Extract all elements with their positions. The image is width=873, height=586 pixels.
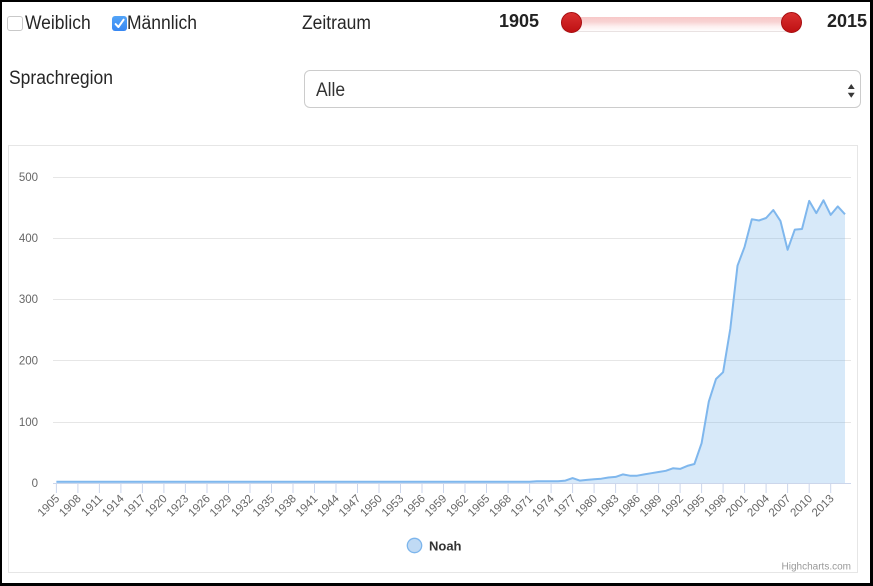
svg-text:1905: 1905 bbox=[36, 493, 63, 520]
svg-text:1971: 1971 bbox=[509, 493, 536, 520]
svg-text:1989: 1989 bbox=[638, 493, 665, 520]
svg-text:200: 200 bbox=[19, 356, 38, 368]
svg-text:1911: 1911 bbox=[79, 493, 105, 519]
svg-text:2010: 2010 bbox=[789, 493, 816, 520]
svg-text:0: 0 bbox=[32, 478, 38, 490]
svg-text:2013: 2013 bbox=[810, 493, 837, 520]
svg-text:1965: 1965 bbox=[466, 493, 493, 520]
svg-text:1926: 1926 bbox=[186, 493, 213, 520]
svg-text:1938: 1938 bbox=[272, 493, 299, 520]
svg-text:2004: 2004 bbox=[745, 492, 772, 519]
svg-text:1944: 1944 bbox=[315, 492, 342, 519]
svg-text:1950: 1950 bbox=[358, 493, 385, 520]
svg-text:500: 500 bbox=[19, 172, 38, 184]
svg-text:1956: 1956 bbox=[401, 493, 428, 520]
svg-text:1992: 1992 bbox=[659, 493, 686, 520]
svg-text:1923: 1923 bbox=[165, 493, 192, 520]
svg-text:1947: 1947 bbox=[337, 493, 364, 520]
svg-text:400: 400 bbox=[19, 233, 38, 245]
svg-text:1953: 1953 bbox=[380, 493, 407, 520]
svg-text:1995: 1995 bbox=[681, 493, 708, 520]
svg-text:300: 300 bbox=[19, 294, 38, 306]
svg-text:1998: 1998 bbox=[702, 493, 729, 520]
svg-text:2007: 2007 bbox=[767, 493, 794, 520]
svg-text:100: 100 bbox=[19, 417, 38, 429]
svg-text:1941: 1941 bbox=[294, 493, 321, 520]
svg-text:1959: 1959 bbox=[423, 493, 450, 520]
svg-text:1917: 1917 bbox=[122, 493, 149, 520]
svg-text:1968: 1968 bbox=[487, 493, 514, 520]
svg-text:1908: 1908 bbox=[57, 493, 84, 520]
svg-text:1983: 1983 bbox=[595, 493, 622, 520]
svg-text:1974: 1974 bbox=[530, 492, 557, 519]
svg-text:1980: 1980 bbox=[573, 493, 600, 520]
svg-text:1932: 1932 bbox=[229, 493, 256, 520]
svg-text:2001: 2001 bbox=[724, 493, 751, 520]
svg-text:1929: 1929 bbox=[208, 493, 235, 520]
svg-text:Highcharts.com: Highcharts.com bbox=[782, 562, 851, 573]
svg-text:1962: 1962 bbox=[444, 493, 471, 520]
svg-text:1920: 1920 bbox=[143, 493, 170, 520]
svg-text:Noah: Noah bbox=[429, 539, 462, 554]
svg-text:1914: 1914 bbox=[100, 492, 127, 519]
svg-text:1986: 1986 bbox=[616, 493, 643, 520]
svg-text:1977: 1977 bbox=[552, 493, 579, 520]
svg-text:1935: 1935 bbox=[251, 493, 278, 520]
